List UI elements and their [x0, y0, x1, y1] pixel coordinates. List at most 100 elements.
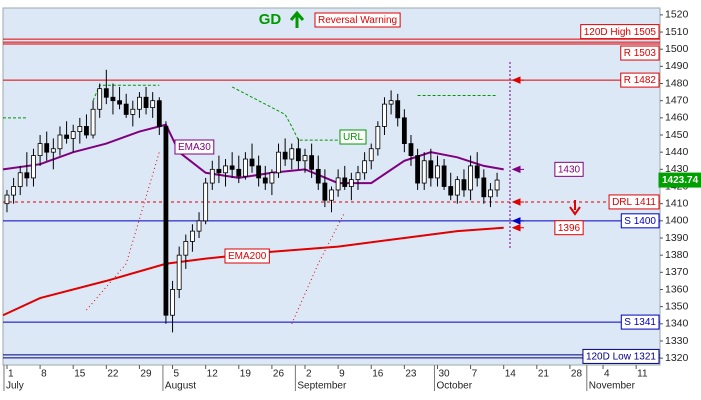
y-tick-label: 1330: [665, 335, 689, 347]
level-label-box: [620, 213, 660, 229]
indicator-line: [2, 123, 504, 185]
candle-body: [335, 177, 341, 191]
candle-body: [269, 172, 275, 184]
month-label: October: [436, 381, 472, 392]
y-tick-label: 1480: [665, 77, 689, 89]
candle-body: [355, 172, 361, 181]
level-label: S 1341: [624, 317, 656, 328]
candle-body: [130, 108, 136, 115]
candle-body: [64, 134, 69, 139]
month-label: July: [6, 381, 24, 392]
candle-body: [17, 172, 23, 187]
candle-body: [236, 168, 242, 177]
candle-body: [408, 143, 414, 157]
candle-body: [4, 194, 10, 205]
candle-body: [163, 126, 169, 316]
month-label: August: [165, 381, 196, 392]
line-label-box: [174, 139, 215, 155]
y-tick-label: 1410: [665, 197, 689, 209]
y-tick-label: 1440: [665, 146, 689, 158]
candle-body: [90, 108, 96, 136]
candle-body: [170, 289, 175, 316]
candle-body: [435, 165, 440, 179]
annotation: Reversal Warning: [318, 15, 397, 26]
x-tick-label: 30: [438, 369, 450, 380]
x-tick-label: 9: [339, 369, 345, 380]
line-label-box: [339, 129, 367, 145]
candle-body: [11, 186, 16, 196]
candle-body: [441, 165, 447, 187]
level-label: 120D High 1505: [584, 27, 657, 38]
candle-body: [474, 165, 480, 179]
candle-body: [315, 168, 321, 184]
candle-body: [103, 88, 109, 98]
candle-body: [401, 117, 407, 144]
level-label: 120D Low 1321: [586, 352, 656, 363]
x-tick-label: 21: [538, 369, 550, 380]
candle-body: [190, 230, 195, 242]
candle-body: [31, 155, 36, 179]
candle-body: [150, 100, 156, 108]
candle-body: [209, 168, 215, 184]
candle-body: [216, 168, 222, 174]
candle-body: [24, 172, 30, 179]
y-tick-label: 1350: [665, 300, 689, 312]
candle-body: [348, 179, 354, 187]
candle-body: [342, 177, 348, 187]
candle-body: [388, 100, 394, 105]
candle-body: [97, 88, 103, 110]
candle-body: [461, 179, 467, 191]
candle-body: [481, 177, 487, 198]
level-arrow: [511, 217, 524, 225]
candle-body: [302, 155, 308, 162]
x-tick-label: 4: [604, 369, 610, 380]
level-label: 1430: [558, 164, 581, 175]
level-label-box: [608, 194, 660, 210]
level-arrow: [511, 198, 524, 206]
last-price: 1423.74: [662, 175, 699, 186]
x-tick-label: 22: [107, 369, 119, 380]
y-tick-label: 1380: [665, 249, 689, 261]
candle-body: [223, 165, 228, 174]
level-label-box: [582, 348, 660, 364]
annotation-box: [314, 12, 401, 28]
y-tick-label: 1320: [665, 352, 689, 364]
candle-body: [249, 158, 255, 167]
line-label: EMA30: [178, 142, 211, 153]
x-tick-label: 15: [74, 369, 86, 380]
x-tick-label: 12: [207, 369, 219, 380]
y-tick-label: 1340: [665, 318, 689, 330]
candle-body: [289, 148, 295, 160]
candle-body: [203, 182, 209, 222]
candle-body: [362, 160, 368, 174]
candle-body: [44, 143, 50, 153]
level-label-box: [554, 161, 584, 177]
level-arrow: [511, 165, 524, 174]
candle-body: [448, 186, 454, 196]
y-tick-label: 1430: [665, 163, 689, 175]
candle-body: [243, 158, 248, 177]
candle-body: [382, 103, 387, 127]
candle-body: [183, 241, 189, 256]
y-tick-label: 1400: [665, 215, 689, 227]
month-label: September: [297, 381, 347, 392]
y-tick-label: 1490: [665, 60, 689, 72]
candle-body: [262, 177, 268, 184]
candle-body: [494, 179, 500, 191]
candle-body: [229, 165, 235, 170]
candle-body: [84, 126, 89, 136]
indicator-line: [86, 152, 160, 311]
candle-body: [282, 151, 288, 160]
candle-body: [395, 100, 401, 119]
level-label-box: [554, 220, 584, 236]
x-tick-label: 7: [472, 369, 478, 380]
x-tick-label: 16: [372, 369, 384, 380]
candle-body: [77, 126, 83, 132]
x-tick-label: 11: [637, 369, 648, 380]
x-tick-label: 1: [8, 369, 14, 380]
candle-body: [295, 148, 301, 162]
level-label-box: [620, 314, 660, 330]
candle-body: [322, 182, 328, 201]
